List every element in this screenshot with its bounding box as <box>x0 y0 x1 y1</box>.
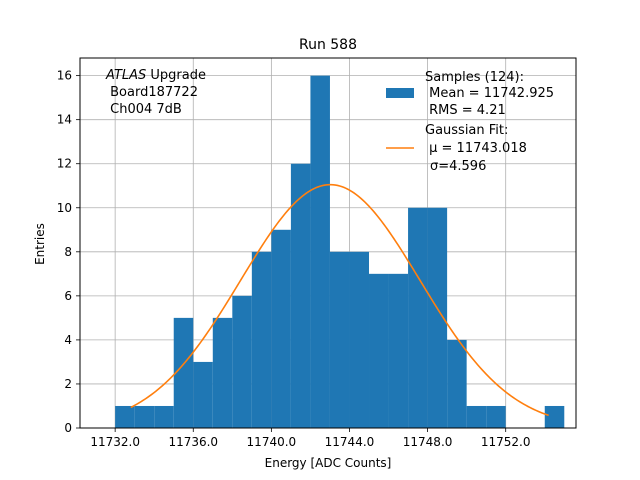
histogram-bar <box>544 405 565 428</box>
histogram-bar <box>290 163 311 428</box>
atlas-label: ATLAS <box>105 68 146 83</box>
histogram-bars <box>115 75 565 428</box>
y-tick-label: 14 <box>57 113 72 127</box>
x-tick-label: 11752.0 <box>481 435 531 449</box>
annotation-line-1: ATLAS Upgrade <box>105 68 206 83</box>
histogram-bar <box>369 273 389 428</box>
histogram-bar <box>173 317 194 428</box>
y-tick-label: 4 <box>64 333 72 347</box>
y-axis-label: Entries <box>33 223 47 265</box>
x-tick-label: 11748.0 <box>403 435 453 449</box>
histogram-bar <box>251 251 272 428</box>
legend-fit-title: Gaussian Fit: <box>425 123 508 138</box>
histogram-bar <box>329 251 350 428</box>
histogram-bar <box>232 295 252 428</box>
y-tick-label: 2 <box>64 377 72 391</box>
y-tick-label: 12 <box>57 157 72 171</box>
gaussian-fit-curve <box>130 183 549 417</box>
histogram-bar <box>349 251 370 428</box>
x-tick-label: 11744.0 <box>325 435 375 449</box>
upgrade-label: Upgrade <box>146 68 206 83</box>
legend-samples-title: Samples (124): <box>425 70 524 85</box>
histogram-bar <box>408 207 428 428</box>
histogram-bar <box>134 405 155 428</box>
legend-samples-mean: Mean = 11742.925 <box>425 86 554 101</box>
x-axis-label: Energy [ADC Counts] <box>265 456 392 470</box>
histogram-bar <box>115 405 135 428</box>
x-tick-label: 11732.0 <box>90 435 140 449</box>
legend: Samples (124): Mean = 11742.925 RMS = 4.… <box>386 70 554 174</box>
y-axis-ticks: 0 2 4 6 8 10 12 14 16 <box>57 69 80 435</box>
legend-samples-rms: RMS = 4.21 <box>425 103 506 118</box>
x-tick-label: 11740.0 <box>247 435 297 449</box>
y-tick-label: 6 <box>64 289 72 303</box>
legend-samples-swatch <box>386 88 414 98</box>
legend-fit-mu: μ = 11743.018 <box>425 141 527 156</box>
histogram-bar <box>310 75 330 428</box>
board-label: Board187722 <box>106 85 198 100</box>
y-tick-label: 0 <box>64 421 72 435</box>
histogram-bar <box>193 361 213 428</box>
x-axis-ticks: 11732.0 11736.0 11740.0 11744.0 11748.0 11752… <box>90 428 531 449</box>
plot-frame <box>79 57 577 429</box>
y-tick-label: 16 <box>57 69 72 83</box>
histogram-bar <box>271 229 291 428</box>
gaussian-fit <box>130 183 549 417</box>
channel-label: Ch004 7dB <box>106 102 182 117</box>
legend-fit-sigma: σ=4.596 <box>430 159 486 174</box>
histogram-bar <box>427 207 448 428</box>
histogram-bar <box>212 317 233 428</box>
y-tick-label: 10 <box>57 201 72 215</box>
histogram-bar <box>466 405 487 428</box>
histogram-bar <box>447 339 467 428</box>
chart-title: Run 588 <box>299 37 357 53</box>
annotation-block: ATLAS Upgrade Board187722 Ch004 7dB <box>105 68 206 117</box>
histogram-bar <box>388 273 409 428</box>
y-tick-label: 8 <box>64 245 72 259</box>
histogram-bar <box>154 405 174 428</box>
x-tick-label: 11736.0 <box>168 435 218 449</box>
histogram-bar <box>486 405 506 428</box>
